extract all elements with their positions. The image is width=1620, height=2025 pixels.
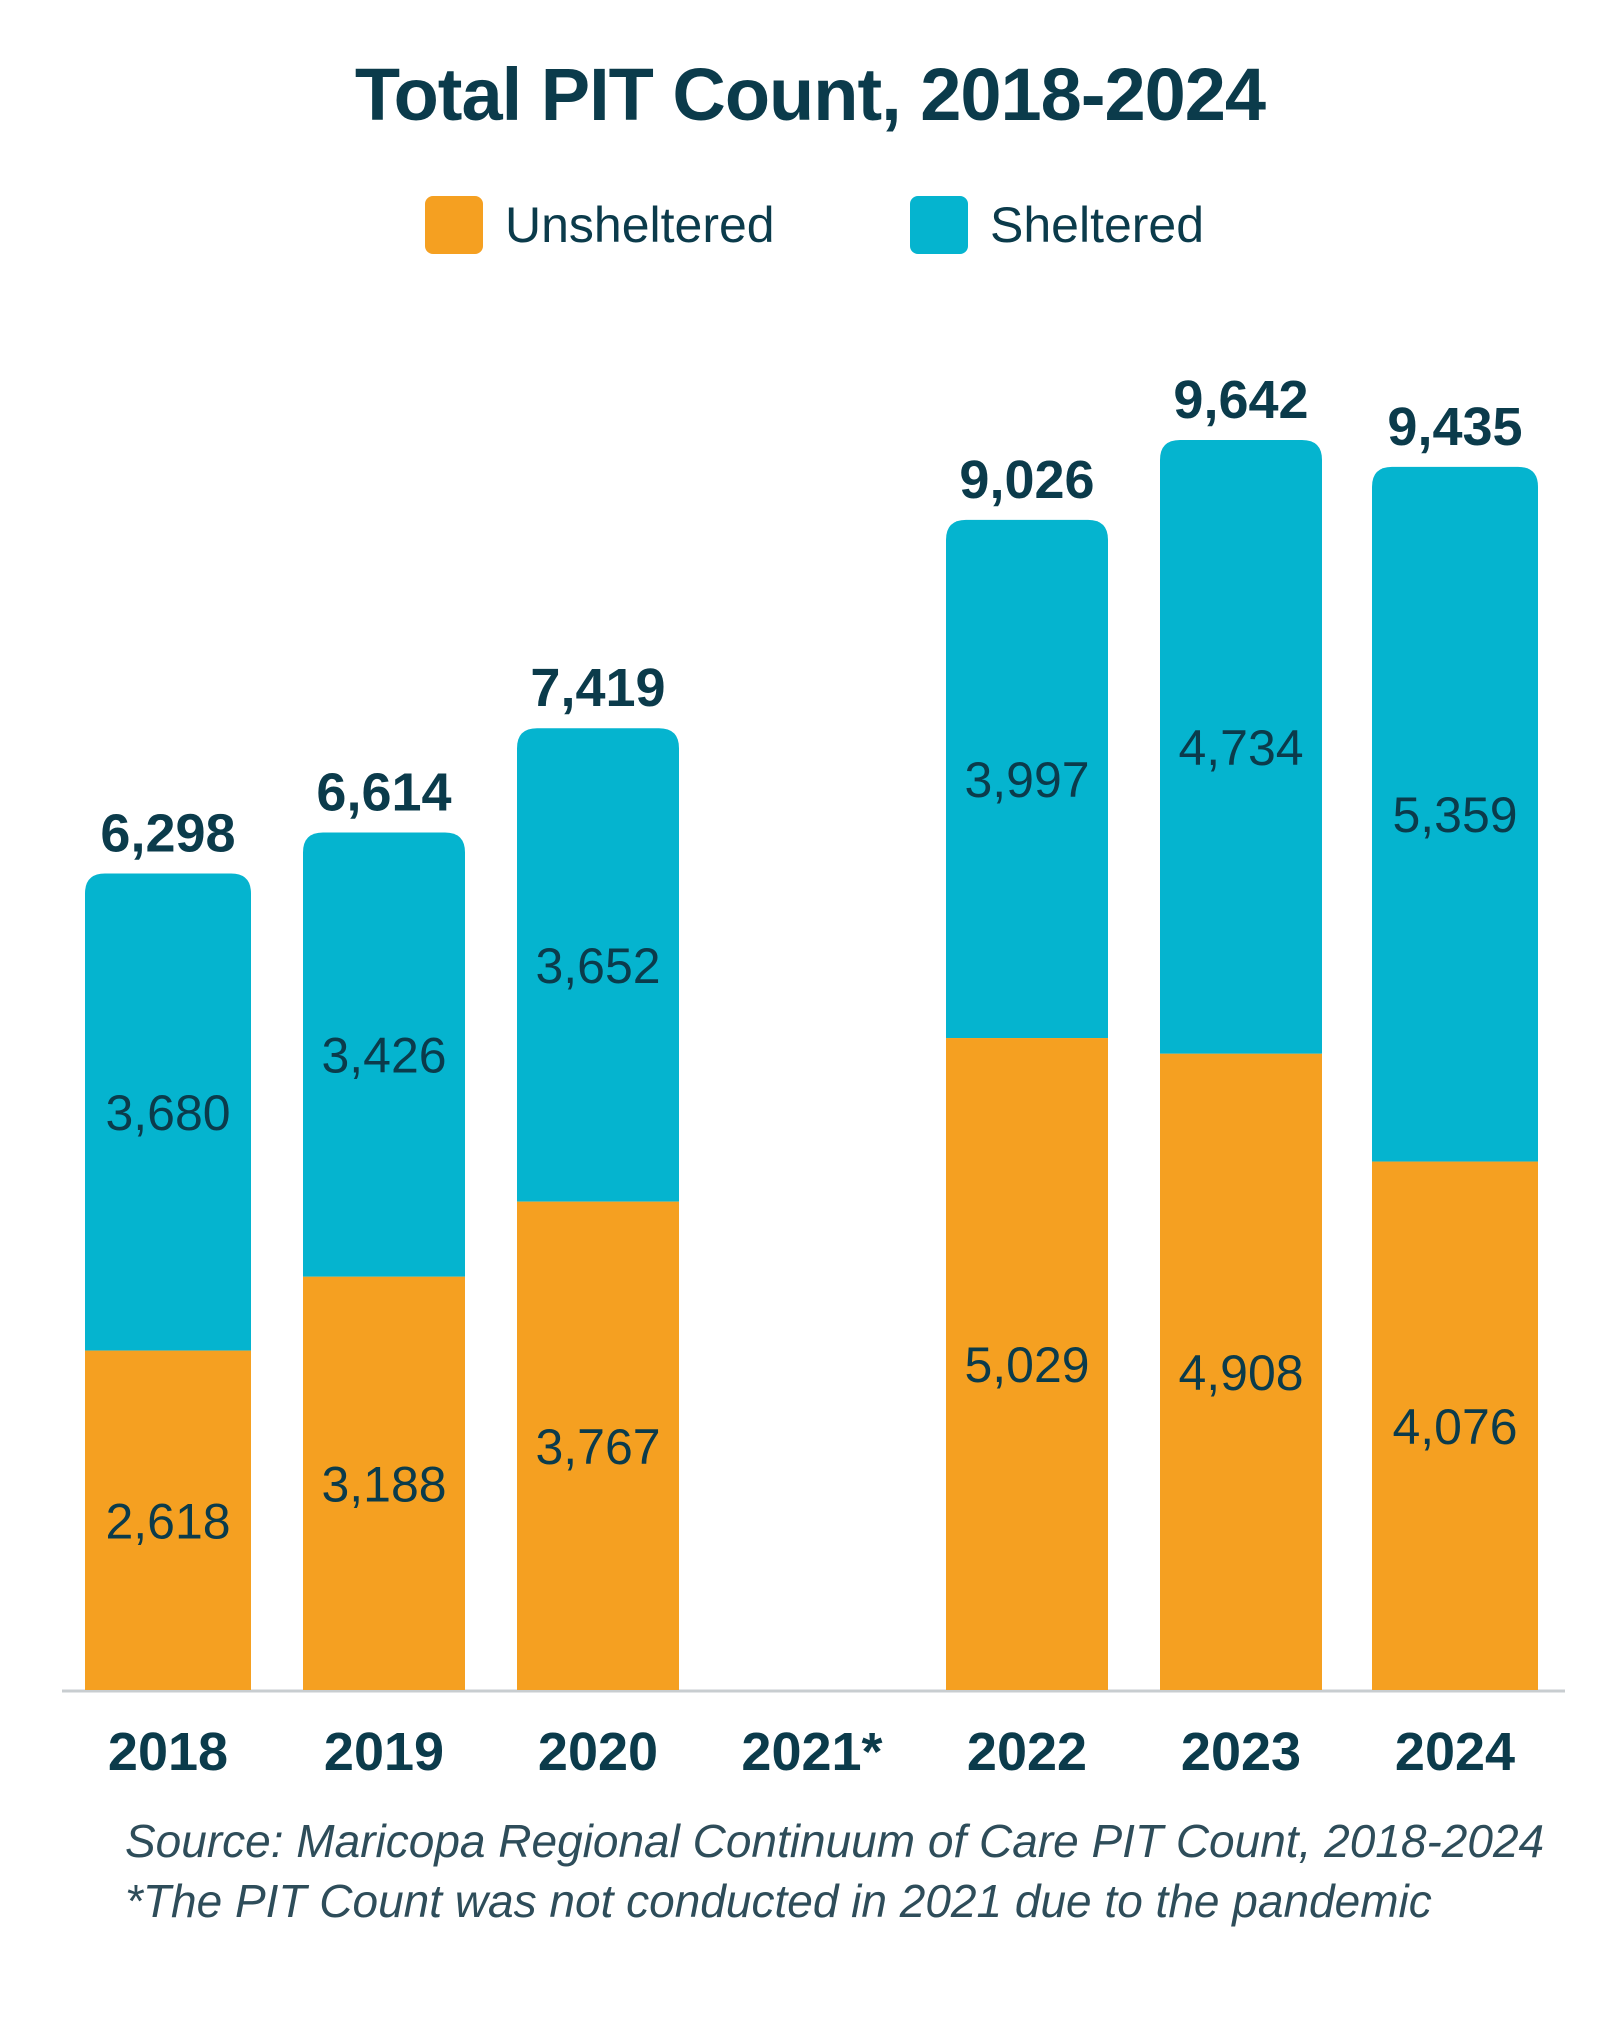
bar-unsheltered-2018 <box>85 1350 251 1690</box>
bar-sheltered-2018 <box>85 873 251 1351</box>
legend-item-sheltered: Sheltered <box>910 195 1204 255</box>
total-label-2024: 9,435 <box>1387 397 1522 457</box>
legend: Unsheltered Sheltered <box>0 195 1620 255</box>
bar-sheltered-2022 <box>946 519 1108 1039</box>
total-label-2019: 6,614 <box>316 763 451 823</box>
bar-sheltered-2024 <box>1372 466 1538 1162</box>
data-label-sheltered-2023: 4,734 <box>1178 720 1303 776</box>
data-label-sheltered-2018: 3,680 <box>105 1085 230 1141</box>
bar-unsheltered-2020 <box>517 1201 679 1690</box>
data-label-sheltered-2020: 3,652 <box>535 938 660 994</box>
bar-sheltered-2023 <box>1160 440 1322 1054</box>
data-label-unsheltered-2022: 5,029 <box>964 1337 1089 1393</box>
total-label-2023: 9,642 <box>1173 370 1308 430</box>
source-line: Source: Maricopa Regional Continuum of C… <box>125 1815 1545 1867</box>
legend-label-sheltered: Sheltered <box>990 197 1205 253</box>
x-tick-label-2024: 2024 <box>1395 1722 1515 1782</box>
data-label-unsheltered-2024: 4,076 <box>1392 1399 1517 1455</box>
x-tick-label-2022: 2022 <box>967 1722 1087 1782</box>
source-note: Source: Maricopa Regional Continuum of C… <box>125 1812 1544 1932</box>
bar-unsheltered-2022 <box>946 1038 1108 1690</box>
legend-swatch-unsheltered <box>425 196 483 254</box>
x-tick-label-2023: 2023 <box>1181 1722 1301 1782</box>
legend-label-unsheltered: Unsheltered <box>505 197 775 253</box>
bar-unsheltered-2019 <box>303 1276 465 1690</box>
data-label-unsheltered-2023: 4,908 <box>1178 1345 1303 1401</box>
footnote-line: *The PIT Count was not conducted in 2021… <box>125 1874 1432 1927</box>
x-tick-label-2019: 2019 <box>324 1722 444 1782</box>
bar-unsheltered-2023 <box>1160 1053 1322 1690</box>
x-tick-label-2018: 2018 <box>108 1722 228 1782</box>
data-label-unsheltered-2019: 3,188 <box>321 1456 446 1512</box>
bar-sheltered-2019 <box>303 832 465 1277</box>
bar-sheltered-2020 <box>517 728 679 1202</box>
legend-item-unsheltered: Unsheltered <box>425 195 775 255</box>
chart-title: Total PIT Count, 2018-2024 <box>354 53 1266 136</box>
total-label-2020: 7,419 <box>530 658 665 718</box>
data-label-sheltered-2019: 3,426 <box>321 1028 446 1084</box>
data-label-unsheltered-2020: 3,767 <box>535 1419 660 1475</box>
total-label-2018: 6,298 <box>100 804 235 864</box>
data-label-unsheltered-2018: 2,618 <box>105 1493 230 1549</box>
total-label-2022: 9,026 <box>959 450 1094 510</box>
stacked-bar-chart: 2,618 3,680 6,298 2018 3,188 3,426 6,614 2019 3,… <box>62 370 1565 1782</box>
legend-swatch-sheltered <box>910 196 968 254</box>
x-tick-label-2021: 2021* <box>741 1722 882 1782</box>
data-label-sheltered-2022: 3,997 <box>964 752 1089 808</box>
x-tick-label-2020: 2020 <box>538 1722 658 1782</box>
bar-unsheltered-2024 <box>1372 1161 1538 1690</box>
data-label-sheltered-2024: 5,359 <box>1392 787 1517 843</box>
